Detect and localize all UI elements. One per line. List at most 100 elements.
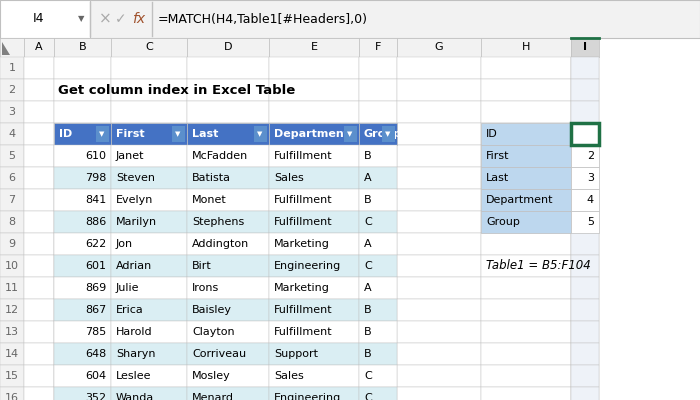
Text: 13: 13 xyxy=(5,327,19,337)
Bar xyxy=(571,145,599,167)
Bar xyxy=(111,365,187,387)
Bar xyxy=(359,211,397,233)
Text: 352: 352 xyxy=(85,393,106,400)
Bar xyxy=(359,255,397,277)
Bar xyxy=(54,387,111,400)
Bar xyxy=(359,211,397,233)
Bar xyxy=(0,343,24,365)
Text: 604: 604 xyxy=(85,371,106,381)
Text: 14: 14 xyxy=(5,349,19,359)
Bar xyxy=(24,79,54,101)
Text: Fulfillment: Fulfillment xyxy=(274,217,332,227)
Text: Erica: Erica xyxy=(116,305,144,315)
Bar xyxy=(54,57,111,79)
Bar xyxy=(359,145,397,167)
Bar xyxy=(269,299,359,321)
Bar xyxy=(481,189,571,211)
Bar xyxy=(0,233,24,255)
Bar xyxy=(54,233,111,255)
Bar xyxy=(359,145,397,167)
Bar xyxy=(0,387,24,400)
Bar xyxy=(269,145,359,167)
Text: Marketing: Marketing xyxy=(274,239,330,249)
Text: C: C xyxy=(364,217,372,227)
Bar xyxy=(269,233,359,255)
Bar xyxy=(359,189,397,211)
Bar xyxy=(54,365,111,387)
Text: Menard: Menard xyxy=(192,393,234,400)
Bar xyxy=(111,277,187,299)
Bar xyxy=(111,123,187,145)
Bar xyxy=(254,126,267,142)
Bar xyxy=(24,277,54,299)
Bar xyxy=(111,387,187,400)
Text: Fulfillment: Fulfillment xyxy=(274,327,332,337)
Text: C: C xyxy=(364,261,372,271)
Bar xyxy=(187,123,269,145)
Bar xyxy=(571,57,599,79)
Text: Clayton: Clayton xyxy=(192,327,234,337)
Bar xyxy=(54,277,111,299)
Bar xyxy=(54,299,111,321)
Bar xyxy=(54,167,111,189)
Bar xyxy=(111,123,187,145)
Text: First: First xyxy=(116,129,145,139)
Bar xyxy=(187,321,269,343)
Text: First: First xyxy=(486,151,510,161)
Bar xyxy=(359,189,397,211)
Bar xyxy=(269,343,359,365)
Text: 2: 2 xyxy=(587,151,594,161)
Bar xyxy=(187,145,269,167)
Bar xyxy=(54,101,111,123)
Text: 7: 7 xyxy=(8,195,15,205)
Text: Stephens: Stephens xyxy=(192,217,244,227)
Bar xyxy=(187,145,269,167)
Bar xyxy=(54,123,111,145)
Bar xyxy=(269,123,359,145)
Text: ▼: ▼ xyxy=(175,131,181,137)
Text: Engineering: Engineering xyxy=(274,261,342,271)
Bar xyxy=(54,299,111,321)
Bar xyxy=(24,233,54,255)
Text: ▼: ▼ xyxy=(99,131,105,137)
Text: 6: 6 xyxy=(8,173,15,183)
Bar xyxy=(54,343,111,365)
Bar xyxy=(571,79,599,101)
Bar xyxy=(54,189,111,211)
Text: ID: ID xyxy=(486,129,498,139)
Bar xyxy=(571,387,599,400)
Text: Janet: Janet xyxy=(116,151,144,161)
Text: Harold: Harold xyxy=(116,327,153,337)
Bar xyxy=(54,145,111,167)
Text: B: B xyxy=(364,305,372,315)
Bar xyxy=(397,321,481,343)
Text: B: B xyxy=(364,195,372,205)
Bar xyxy=(571,123,599,145)
Bar xyxy=(24,343,54,365)
Bar xyxy=(111,211,187,233)
Bar xyxy=(111,211,187,233)
Bar xyxy=(111,189,187,211)
Text: A: A xyxy=(35,42,43,52)
Bar xyxy=(24,211,54,233)
Text: ▼: ▼ xyxy=(385,131,391,137)
Bar xyxy=(359,167,397,189)
Text: D: D xyxy=(224,42,232,52)
Bar xyxy=(111,277,187,299)
Bar xyxy=(359,57,397,79)
Bar xyxy=(571,189,599,211)
Bar xyxy=(187,79,269,101)
Bar xyxy=(269,321,359,343)
Bar xyxy=(481,387,571,400)
Bar xyxy=(269,277,359,299)
Bar xyxy=(111,387,187,400)
Text: 16: 16 xyxy=(5,393,19,400)
Text: ▼: ▼ xyxy=(258,131,262,137)
Bar xyxy=(269,57,359,79)
Bar xyxy=(269,189,359,211)
Bar xyxy=(481,255,571,277)
Text: A: A xyxy=(364,239,372,249)
Text: Table1 = B5:F104: Table1 = B5:F104 xyxy=(486,259,591,272)
Bar xyxy=(24,38,54,57)
Bar xyxy=(54,79,111,101)
